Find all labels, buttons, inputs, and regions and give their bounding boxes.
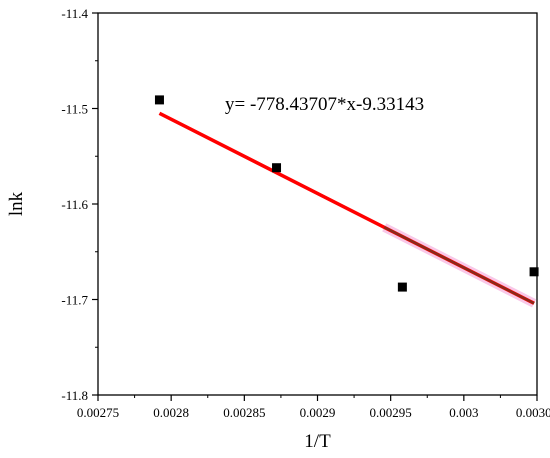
y-tick-label: -11.4 bbox=[61, 6, 88, 21]
x-tick-label: 0.0029 bbox=[300, 405, 336, 420]
fit-line-overlay bbox=[383, 226, 535, 305]
x-tick-label: 0.0028 bbox=[153, 405, 189, 420]
fit-equation-label: y= -778.43707*x-9.33143 bbox=[225, 94, 424, 115]
y-tick-label: -11.8 bbox=[61, 388, 88, 403]
y-axis-title: lnk bbox=[6, 191, 27, 216]
data-point bbox=[397, 282, 407, 292]
x-tick-label: 0.003 bbox=[449, 405, 478, 420]
x-tick-label: 0.00275 bbox=[77, 405, 119, 420]
x-tick-label: 0.00305 bbox=[516, 405, 550, 420]
data-point bbox=[154, 95, 164, 105]
x-axis-title: 1/T bbox=[304, 431, 331, 452]
data-point bbox=[529, 267, 539, 277]
y-tick-label: -11.6 bbox=[61, 197, 88, 212]
y-tick-label: -11.5 bbox=[61, 102, 88, 117]
x-tick-label: 0.00285 bbox=[223, 405, 265, 420]
y-tick-label: -11.7 bbox=[61, 293, 88, 308]
x-tick-label: 0.00295 bbox=[370, 405, 412, 420]
data-point bbox=[272, 163, 282, 173]
plot-frame bbox=[97, 12, 538, 396]
